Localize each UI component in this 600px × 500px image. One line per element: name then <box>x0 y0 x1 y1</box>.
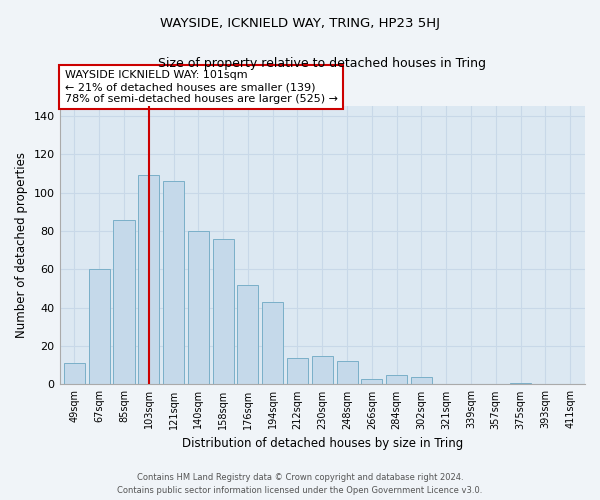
Text: WAYSIDE ICKNIELD WAY: 101sqm
← 21% of detached houses are smaller (139)
78% of s: WAYSIDE ICKNIELD WAY: 101sqm ← 21% of de… <box>65 70 338 104</box>
Bar <box>163 181 184 384</box>
Y-axis label: Number of detached properties: Number of detached properties <box>15 152 28 338</box>
X-axis label: Distribution of detached houses by size in Tring: Distribution of detached houses by size … <box>182 437 463 450</box>
Title: Size of property relative to detached houses in Tring: Size of property relative to detached ho… <box>158 58 486 70</box>
Bar <box>361 378 382 384</box>
Bar <box>262 302 283 384</box>
Bar <box>113 220 134 384</box>
Text: WAYSIDE, ICKNIELD WAY, TRING, HP23 5HJ: WAYSIDE, ICKNIELD WAY, TRING, HP23 5HJ <box>160 18 440 30</box>
Bar <box>386 375 407 384</box>
Bar <box>287 358 308 384</box>
Bar <box>238 284 259 384</box>
Text: Contains HM Land Registry data © Crown copyright and database right 2024.
Contai: Contains HM Land Registry data © Crown c… <box>118 473 482 495</box>
Bar <box>138 176 160 384</box>
Bar <box>411 377 432 384</box>
Bar <box>188 231 209 384</box>
Bar <box>337 362 358 384</box>
Bar <box>212 238 233 384</box>
Bar <box>89 270 110 384</box>
Bar <box>510 382 531 384</box>
Bar <box>64 364 85 384</box>
Bar <box>312 356 333 384</box>
